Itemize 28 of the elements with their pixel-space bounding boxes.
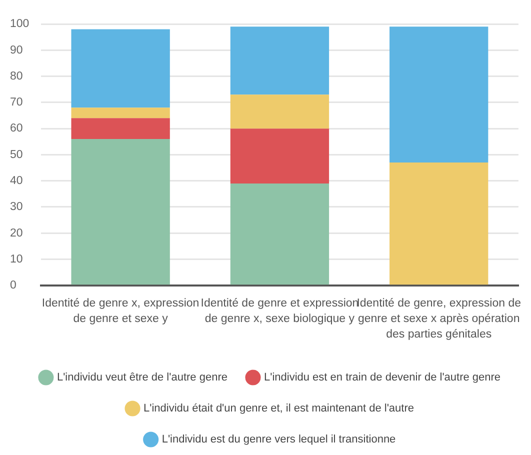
- legend-label: L'individu était d'un genre et, il est maintenant de l'autre: [144, 402, 414, 415]
- bar: [71, 118, 170, 140]
- bar: [230, 128, 330, 184]
- legend-label: L'individu est en train de devenir de l'autre genre: [264, 372, 501, 384]
- bar: [230, 26, 330, 95]
- bar: [230, 94, 330, 129]
- y-tick-label: 70: [10, 96, 23, 109]
- y-tick-label: 40: [10, 175, 23, 188]
- bar: [71, 108, 170, 118]
- y-tick-label: 80: [10, 70, 23, 82]
- y-tick-label: 20: [10, 227, 23, 240]
- bar: [71, 29, 170, 108]
- y-tick-label: 50: [10, 148, 23, 161]
- bar: [71, 139, 170, 285]
- x-tick-label: Identité de genre x, expression de genre et sexe y: [42, 297, 200, 325]
- y-tick-label: 60: [10, 122, 23, 135]
- bar: [390, 162, 488, 285]
- bar: [230, 183, 330, 285]
- y-tick-label: 90: [10, 44, 23, 56]
- y-tick-label: 10: [10, 253, 23, 266]
- y-tick-label: 30: [10, 201, 23, 214]
- y-tick-label: 100: [10, 18, 30, 30]
- y-tick-label: 0: [10, 280, 16, 292]
- x-tick-label: Identité de genre et expression de genre x, sexe biologique y: [200, 297, 359, 325]
- legend-label: L'individu veut être de l'autre genre: [56, 372, 228, 384]
- bar: [390, 26, 488, 163]
- x-tick-label: Identité de genre, expression de genre et sexe x après opération des parties génitales: [356, 297, 522, 340]
- legend-label: L'individu est du genre vers lequel il transitionne: [162, 434, 396, 446]
